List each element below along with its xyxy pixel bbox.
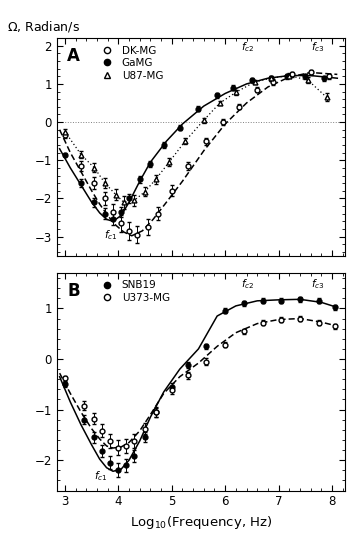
Text: $f_{c3}$: $f_{c3}$ [310,40,324,54]
Text: A: A [67,47,80,65]
Legend: SNB19, U373-MG: SNB19, U373-MG [97,281,170,303]
Legend: DK-MG, GaMG, U87-MG: DK-MG, GaMG, U87-MG [97,46,163,81]
Text: $f_{c2}$: $f_{c2}$ [241,277,255,291]
Text: $f_{c2}$: $f_{c2}$ [241,40,255,54]
Text: $f_{c1}$: $f_{c1}$ [104,228,117,243]
Text: $\Omega$, Radian/s: $\Omega$, Radian/s [7,19,80,34]
Text: $f_{c3}$: $f_{c3}$ [310,277,324,291]
Text: B: B [67,282,80,300]
Text: $f_{c1}$: $f_{c1}$ [94,469,108,483]
X-axis label: Log$_{10}$(Frequency, Hz): Log$_{10}$(Frequency, Hz) [130,514,272,531]
